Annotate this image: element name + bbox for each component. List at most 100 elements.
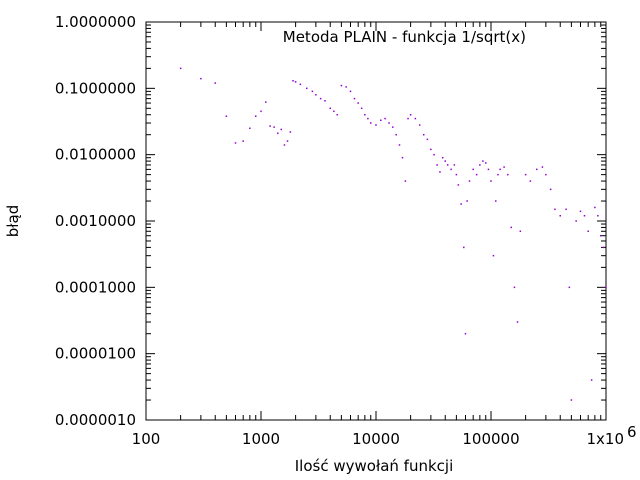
data-point [450,168,452,171]
data-point [311,90,314,93]
data-point [599,234,602,237]
data-point [401,156,404,159]
x-tick-label: 10000 [352,430,400,448]
data-point [280,128,283,131]
data-point [519,230,522,233]
data-point [292,80,294,82]
data-point [529,180,532,182]
data-point [269,125,271,127]
y-tick-label: 0.0000010 [55,411,136,429]
data-point [575,220,577,222]
data-point [409,113,412,116]
series-points [179,67,607,401]
data-point [545,173,547,176]
data-point [579,210,582,213]
x-tick-label: 1000 [242,430,280,448]
data-point [487,168,490,171]
data-point [369,122,372,124]
data-point [479,164,481,166]
data-point [333,110,335,113]
data-point [324,99,326,102]
data-point [254,115,257,117]
plot-frame [145,21,607,421]
data-point [495,200,497,202]
data-point [319,97,322,100]
x-tick-label: 100000 [462,430,519,448]
data-point [460,203,462,205]
data-point [472,168,474,171]
data-point [392,126,394,128]
data-point [602,246,605,249]
y-axis-label: błąd [4,205,22,238]
data-point [597,214,599,217]
y-tick-label: 0.1000000 [55,79,136,97]
data-point [360,107,363,110]
data-point [329,107,331,110]
data-point [306,87,308,90]
y-tick-label: 0.0000100 [55,345,136,363]
legend-entry: Metoda PLAIN - funkcja 1/sqrt(x) [283,28,526,46]
data-point [299,83,302,86]
data-point [549,188,552,191]
data-point [594,206,596,209]
x-tick-label: 1x10 [586,430,624,448]
data-point [463,246,465,249]
data-point [568,286,571,289]
data-point [455,173,458,176]
data-point [277,132,279,135]
y-tick-label: 1.0000000 [55,13,136,31]
data-point [536,168,538,171]
data-point [225,115,228,117]
data-point [492,254,495,257]
data-point [457,184,460,186]
data-point [430,148,432,151]
data-point [499,168,501,171]
data-point [265,101,267,103]
data-point [179,67,182,70]
data-point [510,226,513,229]
x-tick-exponent: 6 [627,423,637,441]
data-point [283,144,286,146]
data-point [407,117,409,120]
data-point [441,156,444,159]
data-point [260,110,262,113]
y-tick-label: 0.0010000 [55,212,136,230]
data-point [349,90,352,93]
data-point [422,133,425,136]
y-tick-label: 0.0100000 [55,146,136,164]
data-point [516,321,519,323]
data-point [583,214,586,217]
data-point [286,140,289,142]
data-point [466,200,468,202]
data-point [380,119,382,122]
data-point [453,164,456,166]
data-point [426,138,429,141]
data-point [214,82,216,84]
data-point [587,230,589,233]
data-point [444,160,446,162]
data-point [565,208,567,211]
data-point [524,173,527,176]
x-axis: 100 1000 10000 100000 1x10 6 [132,22,637,448]
data-point [418,124,421,126]
data-point [357,102,359,104]
data-point [513,286,516,289]
data-point [446,164,449,166]
y-axis: 1.0000000 0.1000000 0.0100000 0.0010000 0.00… [55,13,606,429]
data-point [273,126,275,128]
data-point [414,117,417,120]
data-point [468,180,471,182]
data-point [497,173,499,176]
data-point [482,160,484,162]
data-point [388,122,390,124]
data-point [367,117,369,120]
data-point [490,180,492,182]
data-point [464,332,467,335]
data-point [559,214,561,217]
data-point [340,84,343,87]
data-point [541,166,544,168]
data-point [345,86,347,88]
data-point [436,164,438,166]
data-point [404,180,407,182]
